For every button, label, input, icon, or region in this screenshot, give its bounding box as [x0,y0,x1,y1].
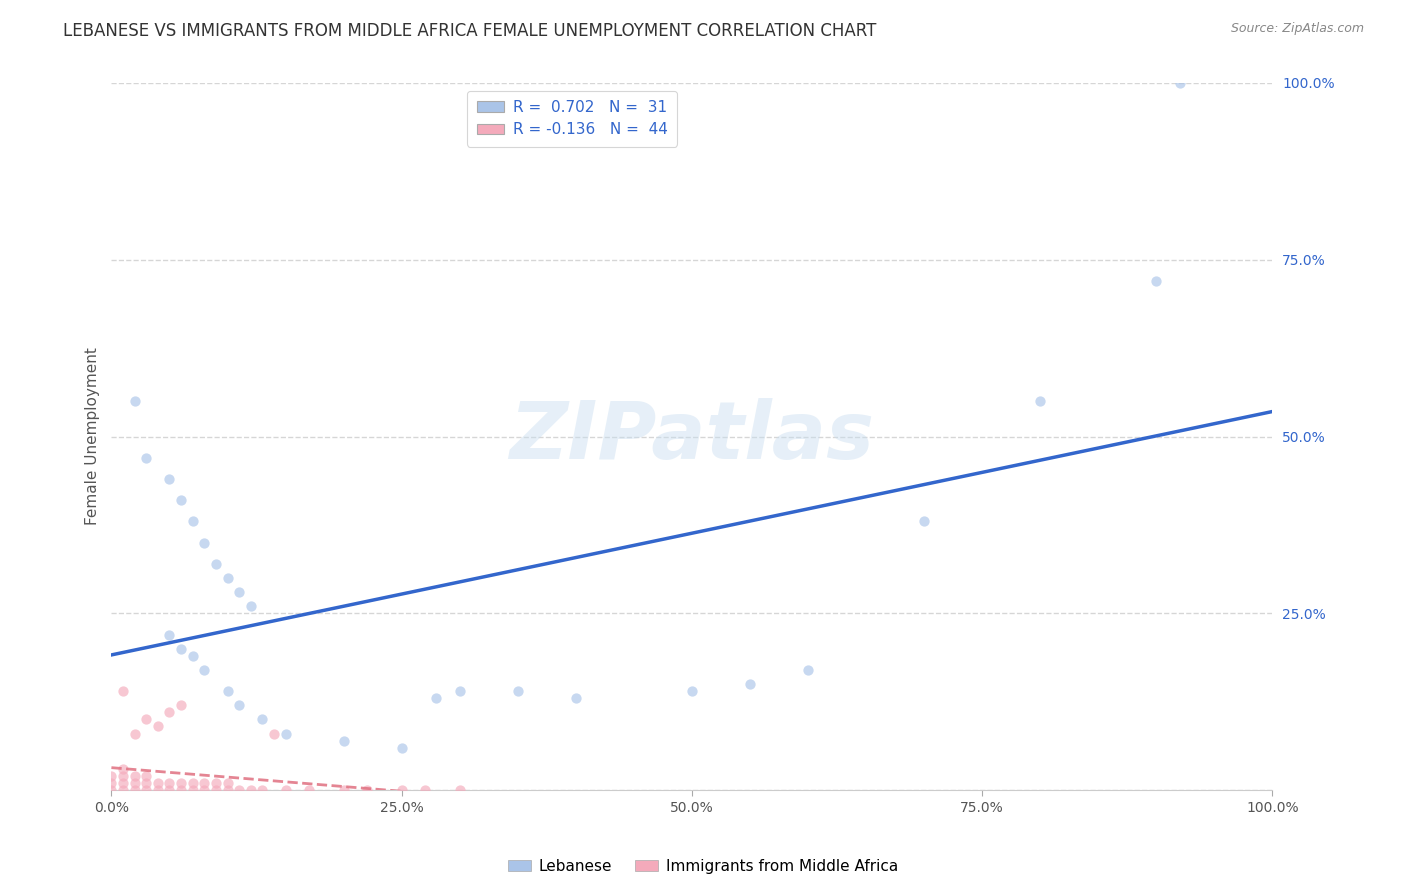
Point [228,585,250,599]
Point [181,783,204,797]
Point [1029,394,1052,409]
Point [205,557,228,571]
Point [170,783,193,797]
Point [124,769,146,783]
Point [274,726,297,740]
Point [135,783,157,797]
Point [217,684,239,698]
Point [205,783,228,797]
Point [298,783,321,797]
Point [391,783,413,797]
Point [100,769,122,783]
Point [1144,274,1167,288]
Point [506,684,529,698]
Point [181,648,204,663]
Point [449,783,471,797]
Point [135,450,157,465]
Point [100,783,122,797]
Point [100,776,122,790]
Point [332,733,354,747]
Point [135,713,157,727]
Point [170,698,193,713]
Point [239,783,262,797]
Point [146,719,169,733]
Point [681,684,703,698]
Point [217,776,239,790]
Point [124,394,146,409]
Point [170,776,193,790]
Point [124,776,146,790]
Text: Source: ZipAtlas.com: Source: ZipAtlas.com [1230,22,1364,36]
Point [228,698,250,713]
Point [193,535,215,549]
Point [159,776,181,790]
Point [565,691,588,706]
Point [413,783,436,797]
Point [159,472,181,486]
Point [159,783,181,797]
Legend: R =  0.702   N =  31, R = -0.136   N =  44: R = 0.702 N = 31, R = -0.136 N = 44 [467,91,678,146]
Point [170,493,193,508]
Point [217,783,239,797]
Point [252,783,274,797]
Point [111,783,134,797]
Point [239,599,262,614]
Point [193,663,215,677]
Point [356,783,378,797]
Text: LEBANESE VS IMMIGRANTS FROM MIDDLE AFRICA FEMALE UNEMPLOYMENT CORRELATION CHART: LEBANESE VS IMMIGRANTS FROM MIDDLE AFRIC… [63,22,877,40]
Point [263,726,285,740]
Point [193,776,215,790]
Point [181,776,204,790]
Point [391,740,413,755]
Point [738,677,761,691]
Y-axis label: Female Unemployment: Female Unemployment [86,348,100,525]
Point [332,783,354,797]
Point [228,783,250,797]
Point [159,627,181,641]
Point [124,783,146,797]
Point [252,713,274,727]
Point [159,706,181,720]
Point [124,726,146,740]
Legend: Lebanese, Immigrants from Middle Africa: Lebanese, Immigrants from Middle Africa [502,853,904,880]
Point [274,783,297,797]
Point [217,571,239,585]
Point [912,515,935,529]
Point [135,776,157,790]
Point [111,684,134,698]
Point [146,783,169,797]
Point [181,515,204,529]
Point [193,783,215,797]
Point [146,776,169,790]
Point [111,762,134,776]
Point [797,663,820,677]
Point [449,684,471,698]
Point [205,776,228,790]
Point [1168,76,1191,90]
Point [425,691,447,706]
Point [170,641,193,656]
Point [111,769,134,783]
Point [111,776,134,790]
Text: ZIPatlas: ZIPatlas [509,398,875,475]
Point [135,769,157,783]
